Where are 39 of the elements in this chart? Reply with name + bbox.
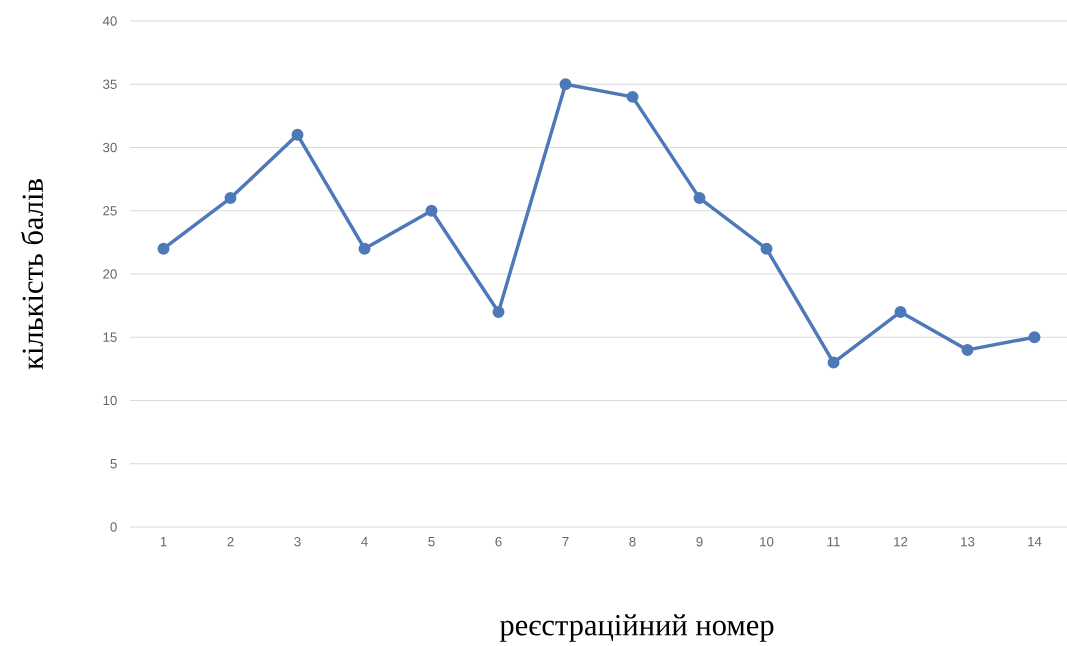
y-tick-label: 0 [110,522,117,532]
y-tick-label: 40 [102,16,117,26]
x-tick-label: 12 [894,537,908,547]
point [626,90,639,103]
y-tick-label: 5 [110,459,117,469]
point [827,356,840,369]
x-tick-label: 10 [760,537,774,547]
point [559,78,572,91]
point [492,305,505,318]
y-tick-label: 10 [103,395,117,406]
x-tick-label: 3 [294,537,301,547]
point [894,305,907,318]
y-tick-label: 35 [103,79,117,89]
point [425,204,438,217]
y-axis-title: кількість балів [20,179,44,370]
y-tick-label: 20 [103,269,117,279]
x-axis-title: реєстраційний номер [499,614,774,642]
x-tick-label: 4 [361,537,368,547]
point [291,128,304,141]
y-tick-label: 25 [103,206,117,216]
x-tick-label: 1 [160,537,167,547]
x-tick-label: 13 [961,537,975,547]
point [961,343,974,356]
point [1028,331,1041,344]
x-tick-label: 14 [1028,537,1042,547]
x-tick-label: 6 [495,537,502,547]
x-tick-label: 2 [227,537,234,547]
point [693,192,706,205]
point [760,242,773,255]
x-tick-label: 11 [827,537,840,547]
y-tick-label: 30 [103,142,117,153]
point [224,192,237,205]
point [157,242,170,255]
x-tick-label: 9 [696,537,703,547]
point [358,242,371,255]
x-tick-label: 7 [562,537,569,547]
x-tick-label: 8 [629,537,636,547]
x-tick-label: 5 [428,537,435,547]
y-tick-label: 15 [103,332,117,342]
